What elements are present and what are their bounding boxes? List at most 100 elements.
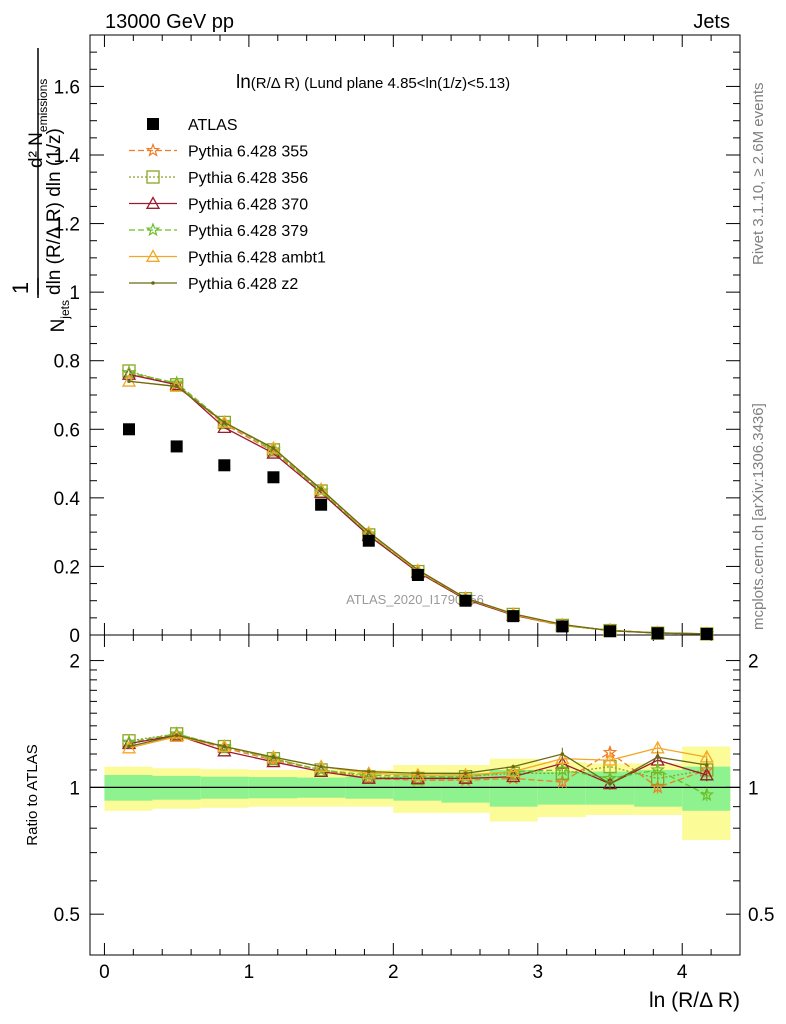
- y-tick-label: 0: [69, 626, 80, 647]
- legend-atlas-marker: [147, 118, 159, 130]
- series-5-ratio-point: [416, 771, 420, 776]
- legend-marker-3: [145, 222, 161, 237]
- series-4-ratio-point: [602, 752, 618, 766]
- series-3-ratio-point: [217, 738, 232, 753]
- y-tick-label: 0.2: [54, 557, 80, 578]
- main-ylabel: 1 Njets d² Nemissions dln (R/Δ R) dln (1…: [8, 48, 72, 332]
- atlas-data-point: [123, 423, 135, 436]
- series-5-ratio-point: [271, 755, 276, 759]
- series-5-ratio-point: [704, 763, 709, 767]
- ratio-tick-label-right: 1: [748, 778, 759, 799]
- series-5-point: [319, 487, 323, 492]
- series-4-ratio-point: [555, 751, 570, 765]
- y-tick-label: 1.4: [54, 146, 81, 167]
- ratio-tick-label-right: 2: [748, 652, 759, 673]
- legend-atlas-label: ATLAS: [188, 117, 238, 134]
- series-3-point: [217, 414, 232, 429]
- ylabel-num-d2: d² N: [26, 132, 47, 168]
- series-5-ratio-point: [319, 764, 323, 769]
- y-tick-label: 0.6: [54, 420, 80, 441]
- series-5-ratio-point: [127, 744, 131, 749]
- mcplots-label: mcplots.cern.ch [arXiv:1306.3436]: [750, 403, 767, 630]
- ratio-uncertainty-bands: [90, 746, 740, 841]
- y-tick-label: 1: [69, 283, 80, 304]
- ylabel-denominator: dln (R/Δ R) dln (1/z): [44, 128, 65, 295]
- atlas-data-point: [604, 625, 616, 638]
- atlas-data-point: [411, 569, 424, 581]
- series-5-ratio-point: [560, 752, 565, 756]
- legend-label-0: Pythia 6.428 355: [188, 144, 308, 161]
- legend-label-1: Pythia 6.428 356: [188, 170, 308, 187]
- y-tick-label: 1.2: [54, 215, 80, 236]
- series-3-ratio-point: [121, 734, 137, 749]
- atlas-data-point: [651, 627, 664, 640]
- series-0-ratio-point: [554, 774, 570, 789]
- ratio-tick-label-right: 0.5: [748, 905, 774, 926]
- rivet-label: Rivet 3.1.10, ≥ 2.6M events: [750, 83, 767, 266]
- x-tick-label: 1: [244, 962, 255, 983]
- atlas-data-point: [170, 440, 183, 453]
- ratio-ylabel: Ratio to ATLAS: [24, 744, 41, 845]
- series-5-ratio-point: [511, 764, 516, 769]
- series-4-ratio-point: [361, 765, 376, 779]
- x-tick-label: 0: [99, 962, 110, 983]
- legend-label-5: Pythia 6.428 z2: [188, 276, 298, 293]
- series-5-ratio-point: [655, 755, 660, 759]
- ratio-tick-label: 1: [69, 778, 80, 799]
- y-tick-label: 0.8: [54, 352, 80, 373]
- header-jets-label: Jets: [693, 11, 730, 33]
- header-energy-label: 13000 GeV pp: [105, 11, 234, 33]
- atlas-data-point: [507, 610, 520, 623]
- ylabel-njets-sub: jets: [58, 300, 72, 320]
- series-3-ratio-point: [650, 762, 665, 777]
- legend-marker-5: [151, 281, 155, 285]
- legend-marker-0: [145, 142, 161, 157]
- legend-marker-1: [146, 170, 160, 184]
- series-4-point: [266, 440, 281, 454]
- plot-title-sub: (R/Δ R): [251, 75, 300, 92]
- series-3-ratio-point: [699, 787, 715, 802]
- ratio-tick-label: 0.5: [54, 905, 80, 926]
- plot-title-ln: ln: [236, 72, 251, 93]
- legend-marker-4: [145, 249, 161, 262]
- ylabel-njets-n: N: [48, 319, 69, 333]
- series-4-ratio-point: [506, 764, 521, 778]
- analysis-watermark: ATLAS_2020_I1790256: [346, 592, 484, 607]
- ylabel-frac-one: 1: [8, 282, 33, 294]
- series-5-ratio-point: [366, 769, 371, 774]
- atlas-data-point: [459, 594, 472, 607]
- ratio-series: [121, 726, 715, 802]
- series-4-point: [217, 415, 232, 428]
- series-3-ratio-point: [505, 763, 521, 778]
- x-tick-label: 4: [677, 962, 688, 983]
- x-tick-label: 3: [532, 962, 543, 983]
- ylabel-numerator: d² Nemissions: [26, 79, 50, 168]
- series-5-ratio-point: [463, 771, 468, 776]
- plot-title: ln(R/Δ R) (Lund plane 4.85<ln(1/z)<5.13): [236, 72, 510, 93]
- x-tick-label: 2: [388, 962, 399, 983]
- ratio-tick-label: 2: [69, 652, 80, 673]
- series-0-ratio-point: [650, 779, 665, 794]
- atlas-data-point: [556, 620, 569, 633]
- series-2-ratio-point: [699, 767, 714, 781]
- series-5-point: [127, 379, 131, 384]
- plot-title-rest: (Lund plane 4.85<ln(1/z)<5.13): [300, 75, 510, 92]
- series-5-ratio-point: [222, 744, 227, 749]
- legend-label-3: Pythia 6.428 379: [188, 223, 308, 240]
- axes: 0 1 2 3 4 0 0.2 0.4 0.6 0.8 1 1.2 1.4 1.6 0.5 0.5 1 1 2 2: [54, 34, 774, 983]
- atlas-data-point: [362, 534, 375, 547]
- series-5-ratio-point: [608, 781, 612, 786]
- legend: ATLAS Pythia 6.428 355 Pythia 6.428 356 Pyt…: [129, 117, 326, 293]
- series-5-point: [222, 420, 227, 425]
- series-4-point: [121, 373, 137, 387]
- ylabel-njets: Njets: [48, 300, 72, 332]
- y-tick-label: 0.4: [54, 489, 81, 510]
- series-5-point: [366, 530, 371, 534]
- series-5-point: [271, 446, 276, 450]
- legend-marker-2: [145, 196, 161, 209]
- atlas-data-point: [218, 459, 231, 472]
- legend-label-2: Pythia 6.428 370: [188, 197, 308, 214]
- series-5-ratio-point: [174, 733, 179, 738]
- x-axis-label: ln (R/Δ R): [649, 989, 740, 1012]
- series-4-point: [314, 481, 329, 495]
